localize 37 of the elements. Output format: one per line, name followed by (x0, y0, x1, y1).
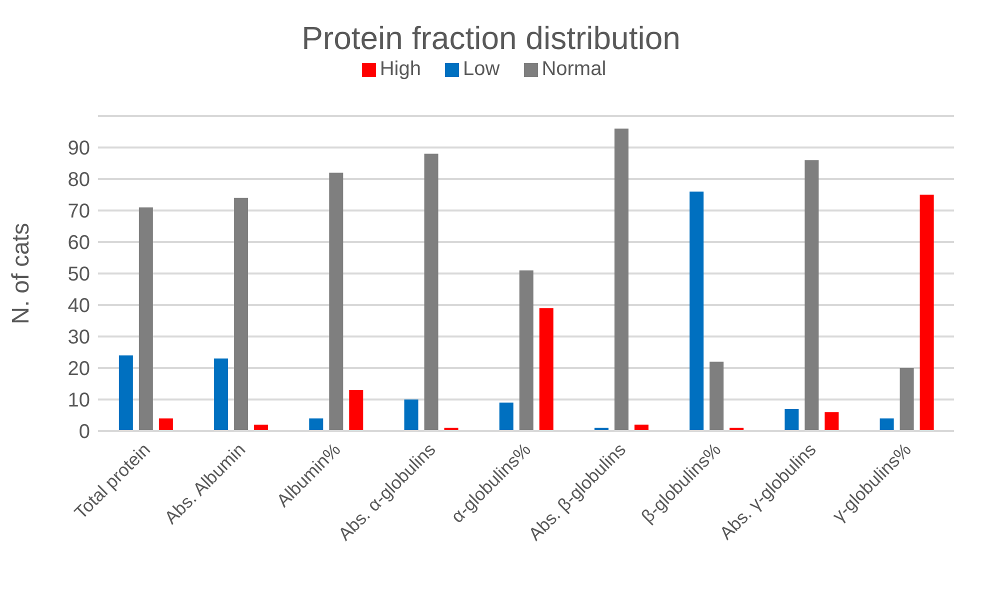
bar (710, 362, 724, 431)
y-tick-label: 80 (68, 169, 90, 192)
bar (690, 192, 704, 431)
bar (784, 408, 799, 431)
y-tick-label: 30 (68, 326, 90, 349)
y-tick-label: 60 (68, 232, 90, 254)
bar (880, 418, 894, 431)
bar (404, 400, 418, 431)
bar (234, 198, 248, 431)
y-tick-label: 20 (68, 358, 90, 380)
bar (309, 418, 324, 431)
bar (329, 172, 344, 431)
bar (920, 194, 934, 431)
legend-label: Low (462, 58, 500, 80)
bar (349, 390, 364, 431)
y-tick-label: 50 (68, 264, 90, 286)
bar (804, 160, 819, 431)
bar (138, 207, 153, 431)
chart-title: Protein fraction distribution (302, 20, 680, 56)
bar (519, 270, 534, 431)
bar (614, 128, 628, 431)
y-tick-label: 70 (68, 200, 90, 223)
y-tick-label: 0 (78, 421, 90, 444)
bar (824, 412, 839, 431)
bar (158, 418, 173, 431)
legend-label: Normal (542, 58, 606, 80)
y-tick-label: 10 (68, 390, 90, 412)
legend-label: High (380, 58, 421, 80)
bar (214, 358, 228, 431)
y-tick-label: 90 (68, 138, 90, 160)
bar (499, 402, 514, 431)
bar (424, 154, 438, 431)
bar (900, 368, 914, 431)
bar (118, 355, 133, 431)
bar (539, 308, 554, 431)
y-tick-label: 40 (68, 295, 90, 318)
y-axis-title: N. of cats (8, 222, 35, 324)
